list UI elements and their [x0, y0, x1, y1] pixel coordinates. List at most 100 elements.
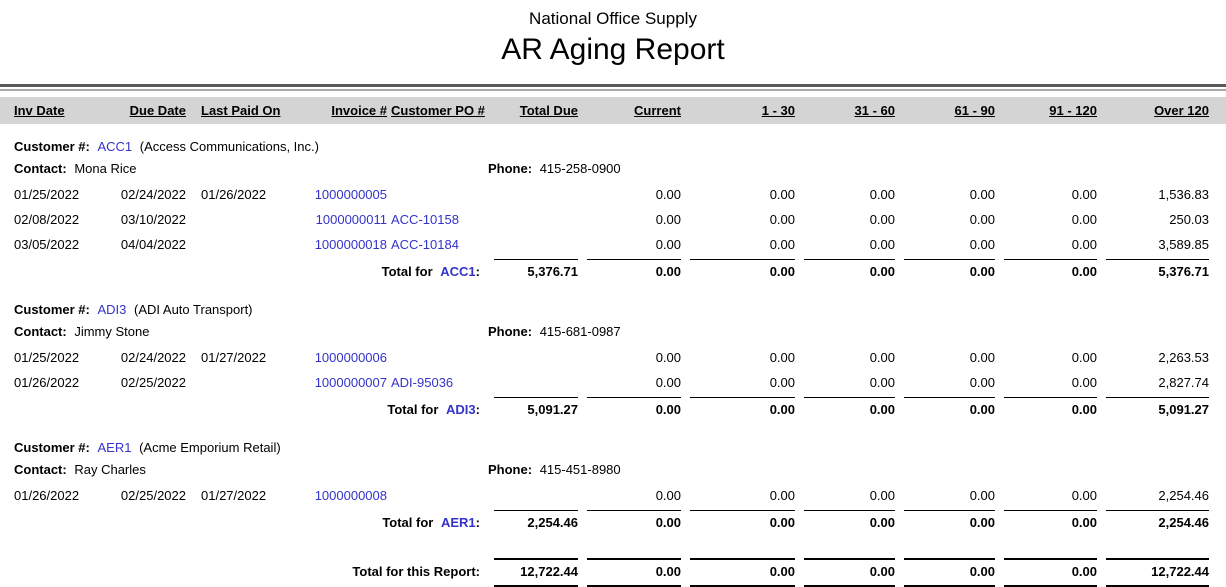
invoice-row: 01/25/2022 02/24/2022 01/26/2022 1000000…: [0, 182, 1226, 207]
invoice-link[interactable]: 1000000018: [314, 236, 387, 252]
customer-total-label: Total for ACC1:: [381, 264, 480, 279]
customer-number-label: Customer #:: [14, 302, 90, 317]
customer-name: (ADI Auto Transport): [134, 302, 253, 317]
bucket-91-120-cell: 0.00: [1071, 211, 1097, 227]
invoice-row: 03/05/2022 04/04/2022 1000000018 ACC-101…: [0, 232, 1226, 257]
total-due-cell: [485, 207, 578, 232]
customer-total-over-120: 5,091.27: [1106, 397, 1209, 419]
report-total-31-60: 0.00: [804, 558, 895, 587]
customer-code-link[interactable]: ACC1: [440, 264, 476, 279]
customer-code-link[interactable]: ADI3: [446, 402, 476, 417]
report-total-1-30: 0.00: [690, 558, 795, 587]
invoice-row: 02/08/2022 03/10/2022 1000000011 ACC-101…: [0, 207, 1226, 232]
invoice-link[interactable]: 1000000006: [314, 349, 387, 365]
customer-total-label: Total for AER1:: [382, 515, 480, 530]
over-120-cell: 1,536.83: [1158, 186, 1209, 202]
customer-total-61-90: 0.00: [904, 510, 995, 532]
due-date-cell: 02/25/2022: [120, 374, 186, 390]
phone-label: Phone:: [488, 462, 533, 477]
bucket-1-30-cell: 0.00: [769, 186, 795, 202]
customer-total-61-90: 0.00: [904, 259, 995, 281]
due-date-cell: 02/24/2022: [120, 349, 186, 365]
customer-po-link[interactable]: ADI-95036: [391, 374, 454, 390]
customer-section-header: Customer #: ACC1 (Access Communications,…: [0, 124, 1226, 156]
bucket-61-90-cell: 0.00: [969, 374, 995, 390]
due-date-cell: 04/04/2022: [120, 236, 186, 252]
invoice-row: 01/25/2022 02/24/2022 01/27/2022 1000000…: [0, 345, 1226, 370]
col-header-1-30: 1 - 30: [681, 97, 795, 124]
last-paid-cell: 01/27/2022: [201, 349, 267, 365]
customer-po-cell: [387, 345, 485, 370]
bucket-91-120-cell: 0.00: [1071, 349, 1097, 365]
customer-total-row: Total for ADI3: 5,091.27 0.00 0.00 0.00 …: [0, 395, 1226, 425]
invoice-link[interactable]: 1000000007: [314, 374, 387, 390]
bucket-31-60-cell: 0.00: [869, 211, 895, 227]
phone-number: 415-681-0987: [539, 324, 621, 339]
customer-po-link[interactable]: ACC-10184: [391, 236, 459, 252]
col-header-last-paid-on: Last Paid On: [186, 97, 287, 124]
bucket-31-60-cell: 0.00: [869, 349, 895, 365]
bucket-91-120-cell: 0.00: [1071, 186, 1097, 202]
customer-total-31-60: 0.00: [804, 510, 895, 532]
contact-label: Contact:: [14, 161, 67, 176]
customer-code-link[interactable]: ADI3: [97, 302, 127, 317]
customer-total-over-120: 5,376.71: [1106, 259, 1209, 281]
customer-po-link[interactable]: ACC-10158: [391, 211, 459, 227]
phone-number: 415-451-8980: [539, 462, 621, 477]
invoice-link[interactable]: 1000000005: [314, 186, 387, 202]
col-header-61-90: 61 - 90: [895, 97, 995, 124]
customer-total-91-120: 0.00: [1004, 259, 1097, 281]
report-total-row: Total for this Report: 12,722.44 0.00 0.…: [0, 538, 1226, 587]
customer-total-row: Total for ACC1: 5,376.71 0.00 0.00 0.00 …: [0, 257, 1226, 287]
current-cell: 0.00: [655, 186, 681, 202]
customer-total-due: 2,254.46: [494, 510, 578, 532]
over-120-cell: 3,589.85: [1158, 236, 1209, 252]
current-cell: 0.00: [655, 349, 681, 365]
due-date-cell: 03/10/2022: [120, 211, 186, 227]
bucket-1-30-cell: 0.00: [769, 349, 795, 365]
bucket-61-90-cell: 0.00: [969, 186, 995, 202]
contact-label: Contact:: [14, 324, 67, 339]
current-cell: 0.00: [655, 487, 681, 503]
last-paid-cell: 01/27/2022: [201, 487, 267, 503]
invoice-row: 01/26/2022 02/25/2022 01/27/2022 1000000…: [0, 483, 1226, 508]
title-rule-light: [0, 89, 1226, 91]
total-due-cell: [485, 232, 578, 257]
bucket-61-90-cell: 0.00: [969, 211, 995, 227]
customer-total-31-60: 0.00: [804, 397, 895, 419]
customer-total-due: 5,091.27: [494, 397, 578, 419]
phone-label: Phone:: [488, 324, 533, 339]
phone-number: 415-258-0900: [539, 161, 621, 176]
inv-date-cell: 01/25/2022: [14, 186, 80, 202]
bucket-61-90-cell: 0.00: [969, 349, 995, 365]
col-header-total-due: Total Due: [485, 97, 578, 124]
customer-total-1-30: 0.00: [690, 397, 795, 419]
over-120-cell: 2,827.74: [1158, 374, 1209, 390]
report-total-61-90: 0.00: [904, 558, 995, 587]
total-due-cell: [485, 483, 578, 508]
due-date-cell: 02/24/2022: [120, 186, 186, 202]
column-header-row: Inv Date Due Date Last Paid On Invoice #…: [0, 97, 1226, 124]
customer-code-link[interactable]: ACC1: [97, 139, 133, 154]
current-cell: 0.00: [655, 374, 681, 390]
report-total-91-120: 0.00: [1004, 558, 1097, 587]
bucket-1-30-cell: 0.00: [769, 374, 795, 390]
ar-aging-table: Inv Date Due Date Last Paid On Invoice #…: [0, 97, 1226, 587]
report-total-due: 12,722.44: [494, 558, 578, 587]
col-header-over-120: Over 120: [1097, 97, 1226, 124]
total-due-cell: [485, 182, 578, 207]
customer-code-link[interactable]: AER1: [97, 440, 132, 455]
current-cell: 0.00: [655, 236, 681, 252]
contact-name: Ray Charles: [74, 462, 146, 477]
inv-date-cell: 01/26/2022: [14, 487, 80, 503]
over-120-cell: 250.03: [1169, 211, 1209, 227]
company-name: National Office Supply: [529, 9, 697, 28]
customer-total-1-30: 0.00: [690, 510, 795, 532]
bucket-31-60-cell: 0.00: [869, 487, 895, 503]
invoice-link[interactable]: 1000000011: [315, 211, 387, 227]
customer-total-31-60: 0.00: [804, 259, 895, 281]
col-header-inv-date: Inv Date: [0, 97, 100, 124]
current-cell: 0.00: [655, 211, 681, 227]
customer-code-link[interactable]: AER1: [440, 515, 476, 530]
invoice-link[interactable]: 1000000008: [314, 487, 387, 503]
